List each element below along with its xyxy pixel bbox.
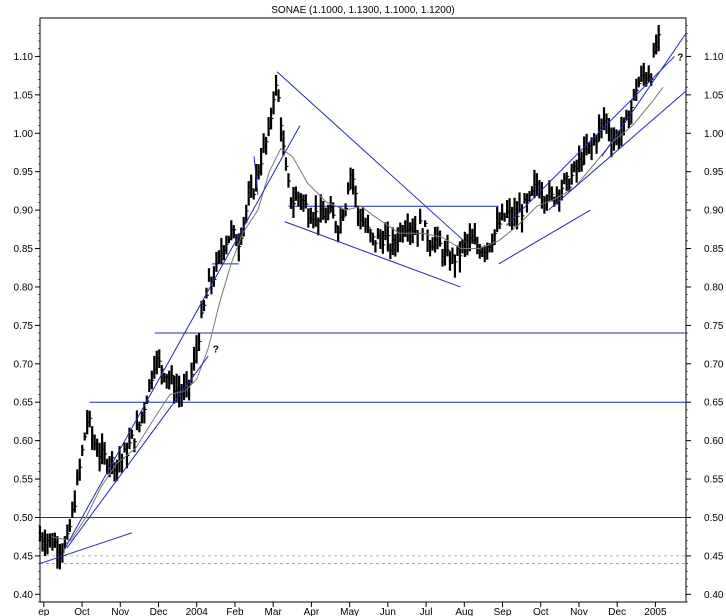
x-tick-label: Jul xyxy=(420,607,433,616)
x-tick-label: Oct xyxy=(74,607,90,616)
y-tick-label-right: 1.00 xyxy=(704,129,724,140)
x-tick-label: 2004 xyxy=(186,607,209,616)
plot-frame xyxy=(39,17,687,603)
y-tick-label-right: 0.80 xyxy=(704,282,724,293)
trend-line xyxy=(498,209,591,265)
x-tick-label: Nov xyxy=(111,607,129,616)
x-tick-label: Aug xyxy=(455,607,473,616)
y-tick-label-left: 0.40 xyxy=(14,590,34,601)
chart-title: SONAE (1.1000, 1.1300, 1.1000, 1.1200) xyxy=(271,5,454,16)
y-tick-label-right: 0.70 xyxy=(704,359,724,370)
y-tick-label-left: 0.85 xyxy=(14,244,34,255)
trend-line xyxy=(548,90,687,211)
moving-average-line xyxy=(51,86,664,542)
trend-line xyxy=(601,33,687,157)
dashed-levels xyxy=(40,555,686,564)
horizontal-levels xyxy=(40,205,686,518)
trend-line xyxy=(253,156,259,195)
y-tick-label-right: 0.40 xyxy=(704,590,724,601)
trend-line xyxy=(284,221,461,288)
x-tick-label: Dec xyxy=(608,607,626,616)
y-tick-label-left: 0.60 xyxy=(14,436,34,447)
y-tick-label-right: 0.95 xyxy=(704,167,724,178)
y-tick-label-right: 0.50 xyxy=(704,513,724,524)
x-tick-label: ep xyxy=(38,607,50,616)
y-tick-label-right: 1.05 xyxy=(704,90,724,101)
y-tick-label-left: 1.05 xyxy=(14,90,34,101)
price-bars xyxy=(38,25,662,570)
question-mark-annotation: ? xyxy=(677,52,683,63)
trend-line xyxy=(505,56,675,226)
x-tick-label: Apr xyxy=(304,607,320,616)
trend-lines xyxy=(39,33,687,565)
axis-ticks: 0.40 0.40 0.45 0.45 0.50 0.50 0.55 0.55 0.60 0.60… xyxy=(14,25,724,616)
x-tick-label: Dec xyxy=(150,607,168,616)
trend-line xyxy=(39,532,132,565)
y-tick-label-left: 0.90 xyxy=(14,206,34,217)
y-tick-label-right: 0.45 xyxy=(704,551,724,562)
y-tick-label-right: 0.60 xyxy=(704,436,724,447)
y-tick-label-left: 1.10 xyxy=(14,52,34,63)
x-tick-label: 2005 xyxy=(644,607,667,616)
x-tick-label: Mar xyxy=(265,607,283,616)
x-tick-label: May xyxy=(340,607,359,616)
x-tick-label: Feb xyxy=(226,607,244,616)
y-tick-label-right: 0.55 xyxy=(704,475,724,486)
y-tick-label-right: 0.65 xyxy=(704,398,724,409)
y-tick-label-right: 0.75 xyxy=(704,321,724,332)
moving-average xyxy=(51,86,664,542)
x-tick-label: Nov xyxy=(570,607,588,616)
trend-line xyxy=(66,355,209,549)
x-tick-label: Sep xyxy=(494,607,512,616)
y-tick-label-left: 0.80 xyxy=(14,282,34,293)
question-mark-annotation: ? xyxy=(213,344,219,355)
x-tick-label: Jun xyxy=(380,607,396,616)
plot-border xyxy=(39,17,687,603)
y-tick-label-left: 0.45 xyxy=(14,551,34,562)
y-tick-label-left: 0.55 xyxy=(14,475,34,486)
y-tick-label-right: 1.10 xyxy=(704,52,724,63)
x-tick-label: Oct xyxy=(533,607,549,616)
y-tick-label-left: 0.50 xyxy=(14,513,34,524)
y-tick-label-right: 0.85 xyxy=(704,244,724,255)
y-tick-label-left: 0.70 xyxy=(14,359,34,370)
trend-line xyxy=(62,125,301,553)
y-tick-label-left: 1.00 xyxy=(14,129,34,140)
y-tick-label-left: 0.75 xyxy=(14,321,34,332)
y-tick-label-left: 0.65 xyxy=(14,398,34,409)
trend-line xyxy=(276,71,469,246)
y-tick-label-right: 0.90 xyxy=(704,206,724,217)
y-tick-label-left: 0.95 xyxy=(14,167,34,178)
annotations: ?? xyxy=(213,52,684,355)
